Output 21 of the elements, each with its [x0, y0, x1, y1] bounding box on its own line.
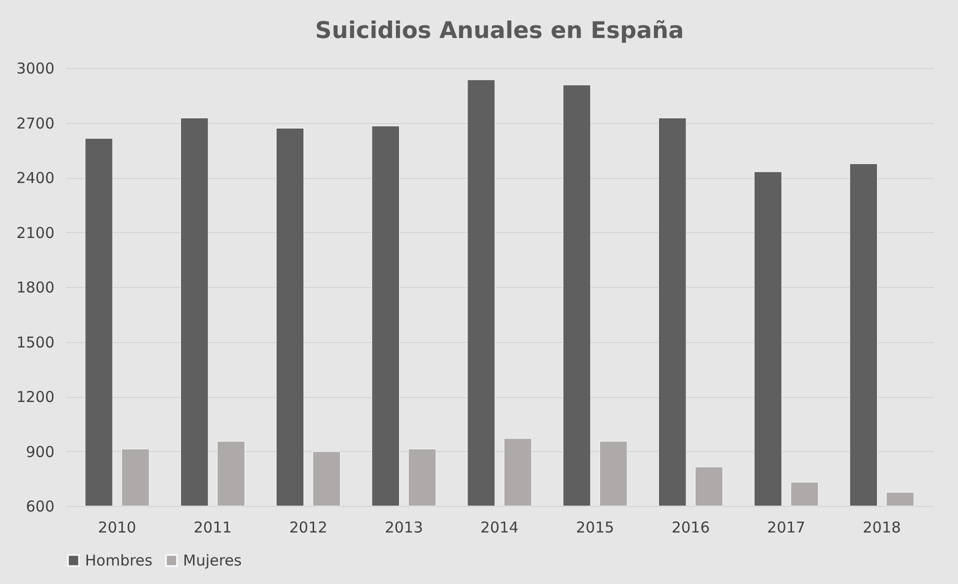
y-tick-label: 600 — [26, 498, 54, 516]
x-tick-label: 2010 — [98, 518, 136, 536]
x-tick-label: 2014 — [480, 518, 519, 536]
x-tick-label: 2015 — [576, 518, 614, 536]
y-tick-label: 900 — [26, 442, 54, 461]
y-tick-label: 3000 — [16, 60, 54, 78]
y-tick-label: 2400 — [16, 169, 54, 187]
x-tick-label: 2016 — [672, 518, 710, 536]
y-tick-label: 1200 — [16, 388, 54, 406]
y-tick-label: 1500 — [16, 333, 54, 352]
y-tick-label: 2100 — [16, 224, 54, 242]
y-tick-label: 2700 — [16, 114, 54, 132]
x-tick-label: 2013 — [384, 518, 424, 536]
legend-label: Hombres — [85, 552, 153, 570]
chart-title: Suicidios Anuales en España — [315, 18, 684, 44]
x-tick-label: 2012 — [289, 518, 328, 536]
x-tick-label: 2017 — [767, 518, 806, 536]
y-tick-label: 1800 — [16, 278, 54, 296]
x-tick-label: 2011 — [194, 518, 232, 536]
legend-label: Mujeres — [183, 552, 242, 570]
x-tick-label: 2018 — [862, 518, 901, 536]
